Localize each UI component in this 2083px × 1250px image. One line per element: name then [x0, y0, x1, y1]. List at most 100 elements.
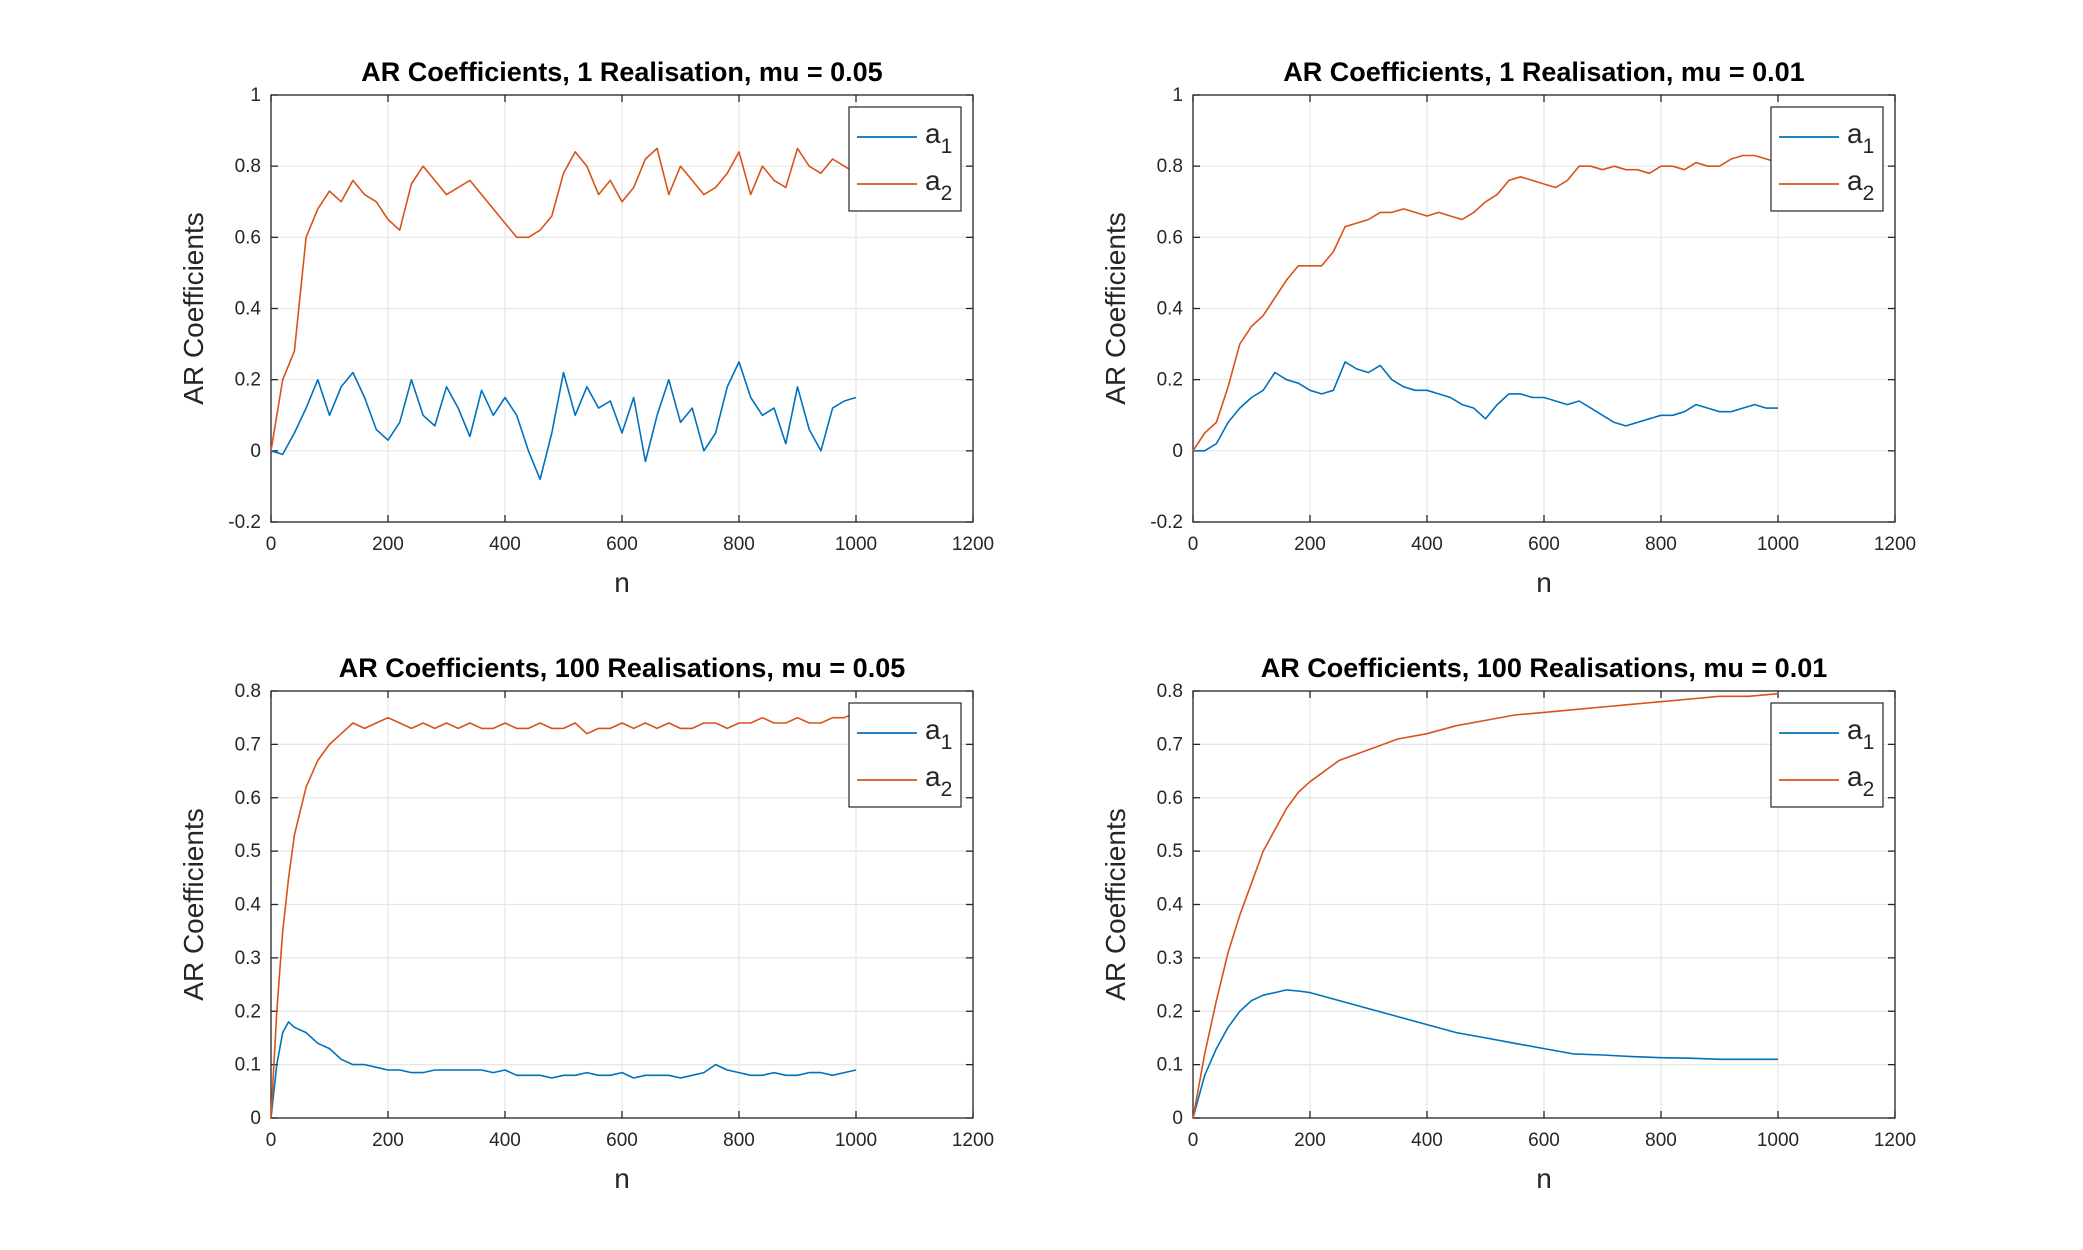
y-tick-label: 0.2: [1157, 370, 1183, 391]
x-tick-label: 600: [1528, 534, 1560, 555]
y-tick-label: 0.3: [1157, 948, 1183, 969]
y-tick-label: 0.8: [1157, 681, 1183, 702]
legend-label-subscript: 2: [1863, 182, 1875, 205]
legend-label-subscript: 1: [941, 731, 953, 754]
x-tick-label: 200: [372, 534, 404, 555]
chart-title: AR Coefficients, 1 Realisation, mu = 0.0…: [361, 57, 882, 87]
x-tick-label: 400: [489, 534, 521, 555]
y-tick-label: 1: [250, 85, 261, 106]
y-tick-label: 0: [250, 441, 261, 462]
legend-label-subscript: 1: [1863, 731, 1875, 754]
plot-area: 0 200 400 600 800 1000 1200 0 0.1 0.2 0.3 0.4 0.5 0.6…: [178, 653, 994, 1194]
legend-label-a1: a1: [925, 714, 952, 754]
legend-label-base: a: [1847, 118, 1863, 149]
y-tick-label: 0.2: [1157, 1001, 1183, 1022]
y-tick-label: -0.2: [228, 512, 261, 533]
x-tick-label: 200: [372, 1130, 404, 1151]
legend-label-base: a: [1847, 761, 1863, 792]
chart-panel-1: 0 200 400 600 800 1000 1200-0.200.20.40.60.81A…: [178, 57, 994, 598]
y-tick-label: 0: [250, 1108, 261, 1129]
legend-label-subscript: 2: [941, 778, 953, 801]
y-tick-label: 0.5: [235, 841, 261, 862]
x-tick-label: 1200: [1874, 534, 1916, 555]
y-tick-label: -0.2: [1150, 512, 1183, 533]
chart-title: AR Coefficients, 100 Realisations, mu = …: [339, 653, 905, 683]
y-tick-label: 0.2: [235, 370, 261, 391]
y-tick-label: 0.8: [235, 156, 261, 177]
legend-label-base: a: [1847, 714, 1863, 745]
x-tick-label: 200: [1294, 1130, 1326, 1151]
x-tick-label: 1000: [835, 534, 877, 555]
plot-area: 0 200 400 600 800 1000 1200 0 0.1 0.2 0.3 0.4 0.5 0.6…: [1100, 653, 1916, 1194]
legend-label-base: a: [925, 761, 941, 792]
y-axis-label: AR Coefficients: [1100, 808, 1131, 1000]
x-tick-label: 1000: [1757, 534, 1799, 555]
legend-label-subscript: 1: [941, 135, 953, 158]
x-tick-label: 400: [489, 1130, 521, 1151]
x-axis-label: n: [614, 567, 630, 598]
y-tick-label: 0.6: [1157, 227, 1183, 248]
legend-label-base: a: [925, 714, 941, 745]
x-tick-label: 600: [1528, 1130, 1560, 1151]
y-axis-label: AR Coefficients: [178, 212, 209, 404]
x-tick-label: 0: [266, 534, 277, 555]
y-tick-label: 0.4: [235, 299, 262, 320]
series-line-a1: [1193, 361, 1778, 452]
series-line-a2: [270, 147, 857, 451]
x-tick-label: 200: [1294, 534, 1326, 555]
x-tick-label: 1200: [1874, 1130, 1916, 1151]
y-tick-label: 0: [1172, 1108, 1183, 1129]
x-tick-label: 400: [1411, 1130, 1443, 1151]
x-tick-label: 0: [266, 1130, 277, 1151]
x-tick-label: 1200: [952, 534, 994, 555]
x-tick-label: 0: [1188, 1130, 1199, 1151]
legend: a1a 2: [848, 106, 962, 212]
plot-area: 0 200 400 600 800 1000 1200-0.200.20.40.60.81A…: [178, 57, 994, 598]
legend-box: [1770, 702, 1884, 808]
x-tick-label: 800: [723, 1130, 755, 1151]
legend-label-a2: a2: [1847, 761, 1874, 801]
y-tick-label: 0.2: [235, 1001, 261, 1022]
y-tick-label: 0.7: [1157, 734, 1183, 755]
y-tick-label: 0.8: [235, 681, 261, 702]
legend-label-a2: a2: [925, 761, 952, 801]
chart-title: AR Coefficients, 100 Realisations, mu = …: [1261, 653, 1827, 683]
y-tick-label: 0.7: [235, 734, 261, 755]
y-tick-label: 1: [1172, 85, 1183, 106]
legend-box: [1770, 106, 1884, 212]
series-line-a2: [1192, 692, 1779, 1119]
x-tick-label: 1200: [952, 1130, 994, 1151]
x-tick-label: 1000: [835, 1130, 877, 1151]
legend-box: [848, 106, 962, 212]
series-line-a2: [1192, 154, 1779, 452]
x-tick-label: 800: [1645, 1130, 1677, 1151]
x-tick-label: 600: [606, 534, 638, 555]
x-tick-label: 1000: [1757, 1130, 1799, 1151]
legend: a1 a2: [1770, 702, 1884, 808]
legend-label-subscript: 1: [1863, 135, 1875, 158]
chart-panel-4: 0 200 400 600 800 1000 1200 0 0.1 0.2 0.3 0.4 0.5 0.6…: [1100, 653, 1916, 1194]
x-tick-label: 400: [1411, 534, 1443, 555]
chart-panel-2: 0 200 400 600 800 1000 1200-0.200.20.40.60.81A…: [1100, 57, 1916, 598]
y-tick-label: 0.6: [235, 788, 261, 809]
y-tick-label: 0.1: [235, 1055, 261, 1076]
legend-label-base: a: [925, 118, 941, 149]
x-tick-label: 600: [606, 1130, 638, 1151]
x-axis-label: n: [1536, 567, 1552, 598]
x-tick-label: 800: [1645, 534, 1677, 555]
x-axis-label: n: [1536, 1163, 1552, 1194]
y-tick-label: 0.6: [1157, 788, 1183, 809]
x-tick-label: 800: [723, 534, 755, 555]
y-tick-label: 0: [1172, 441, 1183, 462]
chart-panel-3: 0 200 400 600 800 1000 1200 0 0.1 0.2 0.3 0.4 0.5 0.6…: [178, 653, 994, 1194]
legend-label-subscript: 2: [941, 182, 953, 205]
legend-label-a1: a1: [925, 118, 952, 158]
x-axis-label: n: [614, 1163, 630, 1194]
series-line-a1: [1192, 989, 1778, 1119]
legend-label-a1: a1: [1847, 714, 1874, 754]
series-line-a2: [270, 711, 857, 1119]
legend-box: [848, 702, 962, 808]
